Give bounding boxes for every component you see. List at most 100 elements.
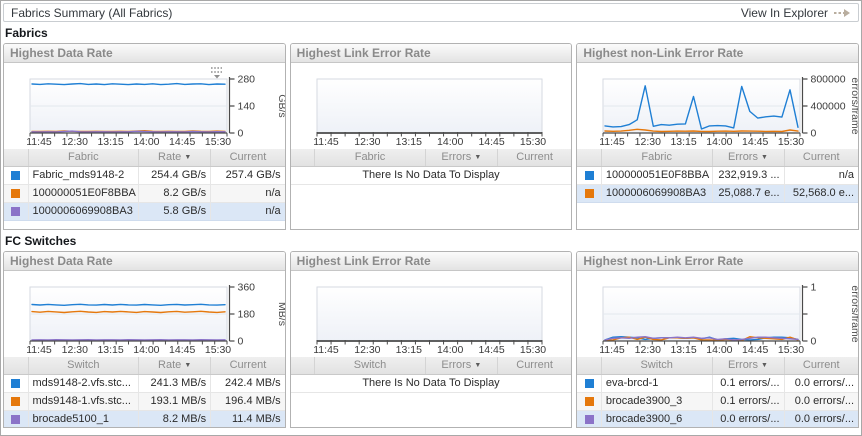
series-line-purple	[604, 335, 800, 341]
value-cell: 232,919.3 ...	[711, 166, 785, 185]
panel-header: Highest Data Rate	[4, 252, 285, 271]
sort-descending-icon: ▼	[474, 362, 482, 370]
x-tick-label: 12:30	[635, 344, 661, 356]
entity-column-header[interactable]: Switch	[27, 357, 139, 375]
value-cell: 0.1 errors/...	[711, 392, 785, 411]
current-cell: 52,568.0 e...	[783, 184, 859, 203]
no-data-message: There Is No Data To Display	[290, 374, 572, 393]
current-column-header[interactable]: Current	[210, 357, 285, 375]
series-color-swatch	[584, 188, 594, 198]
swatch-column-header[interactable]	[577, 357, 602, 375]
value-column-header[interactable]: Rate ▼	[138, 357, 211, 375]
entity-name-cell: brocade5100_1	[27, 410, 139, 427]
y-axis-unit-label: MB/s	[276, 302, 285, 326]
line-chart: 0 140 280 GB/s 11:45 12:30 13:15 14:00 14:45 15:3…	[26, 74, 284, 149]
table-header-row: Fabric Errors ▼ Current	[577, 149, 859, 167]
series-line-blue	[604, 85, 800, 130]
value-column-header[interactable]: Errors ▼	[711, 149, 785, 167]
table-header-row: Switch Errors ▼ Current	[290, 357, 572, 375]
swatch-column-header[interactable]	[4, 149, 28, 167]
entity-column-header[interactable]: Switch	[600, 357, 713, 375]
table-row[interactable]: 1000006069908BA3 25,088.7 e... 52,568.0 e.…	[577, 184, 859, 203]
entity-column-header[interactable]: Fabric	[600, 149, 713, 167]
value-column-header[interactable]: Errors ▼	[711, 357, 785, 375]
chart-region: 0 180 360 MB/s 11:45 12:30 13:15 14:00 14:45 15:3…	[4, 271, 285, 357]
chart-region: 0 1 errors/frame 11:45 12:30 13:15 14:00 14:45 1…	[577, 271, 858, 357]
y-tick-label: 800000	[811, 74, 846, 86]
current-cell: n/a	[210, 184, 285, 203]
entity-column-header[interactable]: Switch	[314, 357, 426, 375]
value-column-header[interactable]: Errors ▼	[424, 357, 498, 375]
fabrics-panel-row: Highest Data Rate 0 140 280 GB/s 11:45 12:30 13…	[3, 43, 860, 230]
series-line-purple	[31, 130, 226, 133]
line-chart: 0 1 errors/frame 11:45 12:30 13:15 14:00 14:45 1…	[600, 282, 858, 357]
x-tick-label: 13:15	[97, 344, 123, 356]
value-column-header[interactable]: Rate ▼	[138, 149, 211, 167]
series-color-swatch	[584, 170, 594, 180]
entity-column-header[interactable]: Fabric	[27, 149, 139, 167]
current-column-header[interactable]: Current	[783, 149, 859, 167]
no-data-row: There Is No Data To Display	[290, 166, 572, 185]
y-tick-label: 180	[238, 309, 256, 321]
x-tick-label: 11:45	[600, 344, 626, 356]
table-row[interactable]: Fabric_mds9148-2 254.4 GB/s 257.4 GB/s	[4, 166, 285, 185]
x-tick-label: 14:00	[437, 344, 463, 356]
table-row[interactable]: eva-brcd-1 0.1 errors/... 0.0 errors/...	[577, 374, 859, 393]
y-tick-label: 0	[238, 336, 244, 348]
table-header-row: Fabric Errors ▼ Current	[290, 149, 572, 167]
widget-title: Fabrics Summary (All Fabrics)	[11, 5, 173, 20]
empty-chart: 11:45 12:30 13:15 14:00 14:45 15:30	[313, 78, 546, 148]
empty-chart: 11:45 12:30 13:15 14:00 14:45 15:30	[313, 286, 546, 356]
panel-header: Highest Data Rate	[4, 44, 285, 63]
chart-legend-menu-icon[interactable]	[209, 66, 225, 79]
series-color-swatch	[11, 170, 21, 180]
x-tick-label: 14:45	[478, 344, 504, 356]
table-row[interactable]: mds9148-1.vfs.stc... 193.1 MB/s 196.4 MB/s	[4, 392, 285, 411]
entity-name-cell: brocade3900_3	[600, 392, 713, 411]
x-tick-label: 15:30	[520, 136, 546, 148]
table-row[interactable]: brocade3900_3 0.1 errors/... 0.0 errors/..…	[577, 392, 859, 411]
current-column-header[interactable]: Current	[496, 357, 572, 375]
panel-table: Switch Rate ▼ Current mds9148-2.vfs.stc... 2…	[4, 357, 285, 427]
value-cell: 8.2 GB/s	[138, 184, 211, 203]
swatch-column-header[interactable]	[577, 149, 602, 167]
table-row[interactable]: mds9148-2.vfs.stc... 241.3 MB/s 242.4 MB/s	[4, 374, 285, 393]
series-color-swatch	[11, 414, 21, 424]
x-tick-label: 15:30	[205, 136, 231, 148]
value-column-label: Errors	[728, 359, 758, 372]
series-line-orange	[604, 335, 800, 342]
current-column-header[interactable]: Current	[210, 149, 285, 167]
current-column-header[interactable]: Current	[783, 357, 859, 375]
view-in-explorer-link[interactable]: View In Explorer	[741, 6, 851, 20]
x-tick-label: 15:30	[520, 344, 546, 356]
table-row[interactable]: 100000051E0F8BBA 8.2 GB/s n/a	[4, 184, 285, 203]
x-tick-label: 12:30	[62, 136, 88, 148]
value-cell: 0.1 errors/...	[711, 374, 785, 393]
entity-column-header[interactable]: Fabric	[314, 149, 426, 167]
value-cell: 193.1 MB/s	[138, 392, 211, 411]
sort-descending-icon: ▼	[761, 362, 768, 370]
swatch-column-header[interactable]	[290, 149, 315, 167]
value-cell: 8.2 MB/s	[138, 410, 211, 427]
swatch-cell	[4, 202, 28, 221]
panel-table: Switch Errors ▼ Current There Is No Data To…	[290, 357, 572, 393]
current-column-header[interactable]: Current	[496, 149, 572, 167]
swatch-column-header[interactable]	[4, 357, 28, 375]
table-header-row: Switch Errors ▼ Current	[577, 357, 859, 375]
swatch-column-header[interactable]	[290, 357, 315, 375]
panel-highest-non-link-error-rate: Highest non-Link Error Rate 0 400000 800000…	[576, 43, 860, 230]
table-row[interactable]: 100000051E0F8BBA 232,919.3 ... n/a	[577, 166, 859, 185]
current-cell: n/a	[210, 202, 285, 221]
plot-area	[316, 78, 543, 134]
table-row[interactable]: brocade5100_1 8.2 MB/s 11.4 MB/s	[4, 410, 285, 427]
table-row[interactable]: brocade3900_6 0.0 errors/... 0.0 errors/..…	[577, 410, 859, 427]
current-cell: 257.4 GB/s	[210, 166, 285, 185]
y-axis-unit-label: errors/frame	[849, 77, 858, 134]
table-row[interactable]: 1000006069908BA3 5.8 GB/s n/a	[4, 202, 285, 221]
x-tick-label: 14:00	[133, 344, 159, 356]
value-column-header[interactable]: Errors ▼	[424, 149, 498, 167]
x-tick-label: 11:45	[26, 344, 52, 356]
y-tick-label: 0	[811, 336, 817, 348]
value-cell: 241.3 MB/s	[138, 374, 211, 393]
panel-table: Fabric Rate ▼ Current Fabric_mds9148-2 254.4…	[4, 149, 285, 221]
